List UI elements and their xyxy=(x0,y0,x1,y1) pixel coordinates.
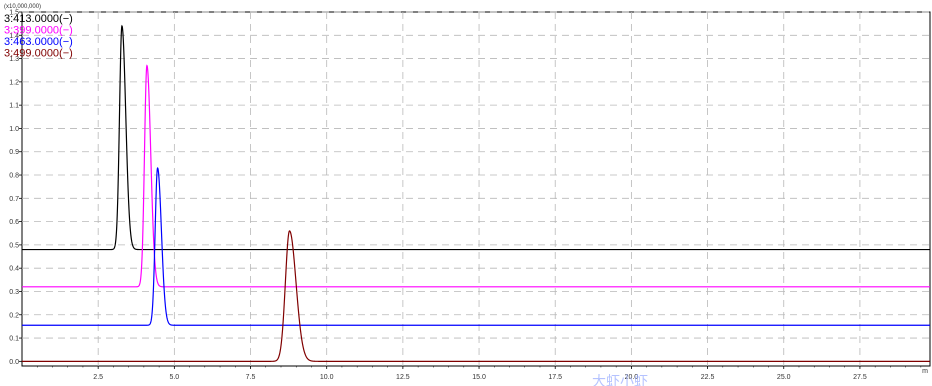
x-tick-label: 7.5 xyxy=(246,374,256,381)
series-line-3 xyxy=(22,167,930,326)
x-tick-label: 22.5 xyxy=(701,374,715,381)
x-tick-label: 2.5 xyxy=(93,374,103,381)
plot-frame xyxy=(21,11,931,367)
y-tick-label: 0.6 xyxy=(9,219,19,226)
y-tick-label: 0.9 xyxy=(9,149,19,156)
y-tick-label: 0.7 xyxy=(9,196,19,203)
y-tick-label: 0.8 xyxy=(9,173,19,180)
y-tick-label: 1.0 xyxy=(9,126,19,133)
y-tick-label: 1.5 xyxy=(9,10,19,17)
x-unit-label: m xyxy=(922,368,928,375)
x-tick-label: 15.0 xyxy=(472,374,486,381)
x-tick-label: 5.0 xyxy=(169,374,179,381)
legend-entry-4: 3:499.0000(−) xyxy=(4,48,73,60)
series-line-2 xyxy=(22,64,930,288)
x-tick-label: 10.0 xyxy=(320,374,334,381)
x-tick-label: 27.5 xyxy=(853,374,867,381)
y-multiplier-label: (x10,000,000) xyxy=(4,4,41,10)
y-tick-label: 1.2 xyxy=(9,79,19,86)
legend-entry-1: 3:413.0000(−) xyxy=(4,13,73,25)
x-tick-label: 25.0 xyxy=(777,374,791,381)
y-tick-label: 1.3 xyxy=(9,56,19,63)
watermark: 大虾小虾 xyxy=(592,374,648,386)
x-tick-label: 17.5 xyxy=(548,374,562,381)
series-line-4 xyxy=(22,230,930,362)
y-tick-label: 1.1 xyxy=(9,103,19,110)
y-tick-label: 0.1 xyxy=(9,336,19,343)
y-tick-label: 0.2 xyxy=(9,312,19,319)
series-line-1 xyxy=(22,24,930,251)
y-tick-label: 1.4 xyxy=(9,33,19,40)
y-tick-label: 0.5 xyxy=(9,242,19,249)
y-tick-label: 0.3 xyxy=(9,289,19,296)
y-tick-label: 0.0 xyxy=(9,359,19,366)
x-tick-label: 20.0 xyxy=(625,374,639,381)
y-tick-label: 0.4 xyxy=(9,266,19,273)
legend-entry-2: 3:399.0000(−) xyxy=(4,25,73,37)
x-tick-label: 12.5 xyxy=(396,374,410,381)
legend-entry-3: 3:463.0000(−) xyxy=(4,36,73,48)
